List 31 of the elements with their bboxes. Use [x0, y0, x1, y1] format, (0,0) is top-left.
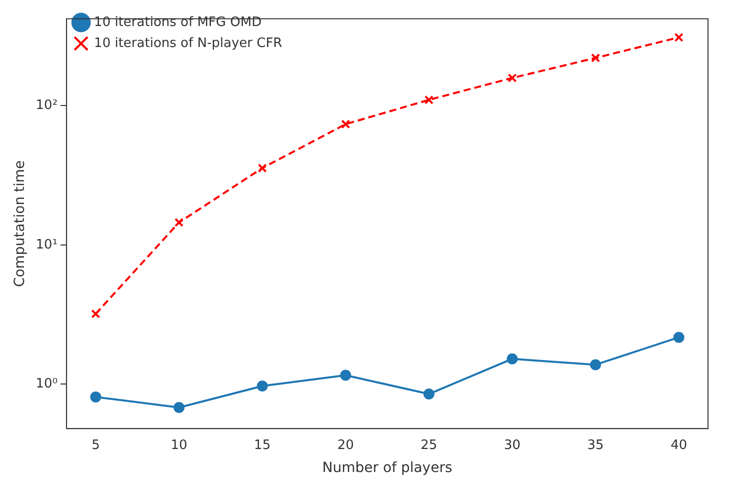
x-tick-label: 10 — [170, 438, 188, 453]
x-axis-title: Number of players — [322, 460, 452, 476]
point — [673, 332, 684, 343]
legend-label: 10 iterations of MFG OMD — [94, 14, 262, 30]
point — [256, 380, 268, 392]
point — [90, 391, 102, 402]
point — [91, 309, 100, 318]
x-tick-label: 5 — [92, 438, 100, 453]
x-tick-label: 40 — [670, 438, 688, 453]
point — [341, 120, 350, 129]
y-axis-title: Computation time — [12, 160, 28, 288]
point — [174, 402, 185, 414]
point — [258, 164, 267, 173]
point — [340, 370, 352, 381]
y-tick-label: 10² — [36, 98, 58, 113]
y-tick-label: 10¹ — [36, 237, 58, 252]
x-tick-label: 25 — [420, 438, 438, 453]
point — [674, 32, 684, 42]
y-tick-label: 10⁰ — [36, 376, 58, 392]
legend-label: 10 iterations of N-player CFR — [94, 36, 282, 51]
x-tick-label: 20 — [337, 438, 354, 453]
point — [591, 53, 600, 62]
point — [506, 353, 518, 364]
x-tick-label: 15 — [254, 438, 271, 453]
x-tick-label: 35 — [587, 438, 604, 453]
point — [508, 73, 517, 82]
point — [590, 359, 602, 370]
point — [423, 388, 434, 400]
point — [424, 95, 434, 104]
point — [174, 218, 184, 227]
x-tick-label: 30 — [504, 438, 521, 453]
